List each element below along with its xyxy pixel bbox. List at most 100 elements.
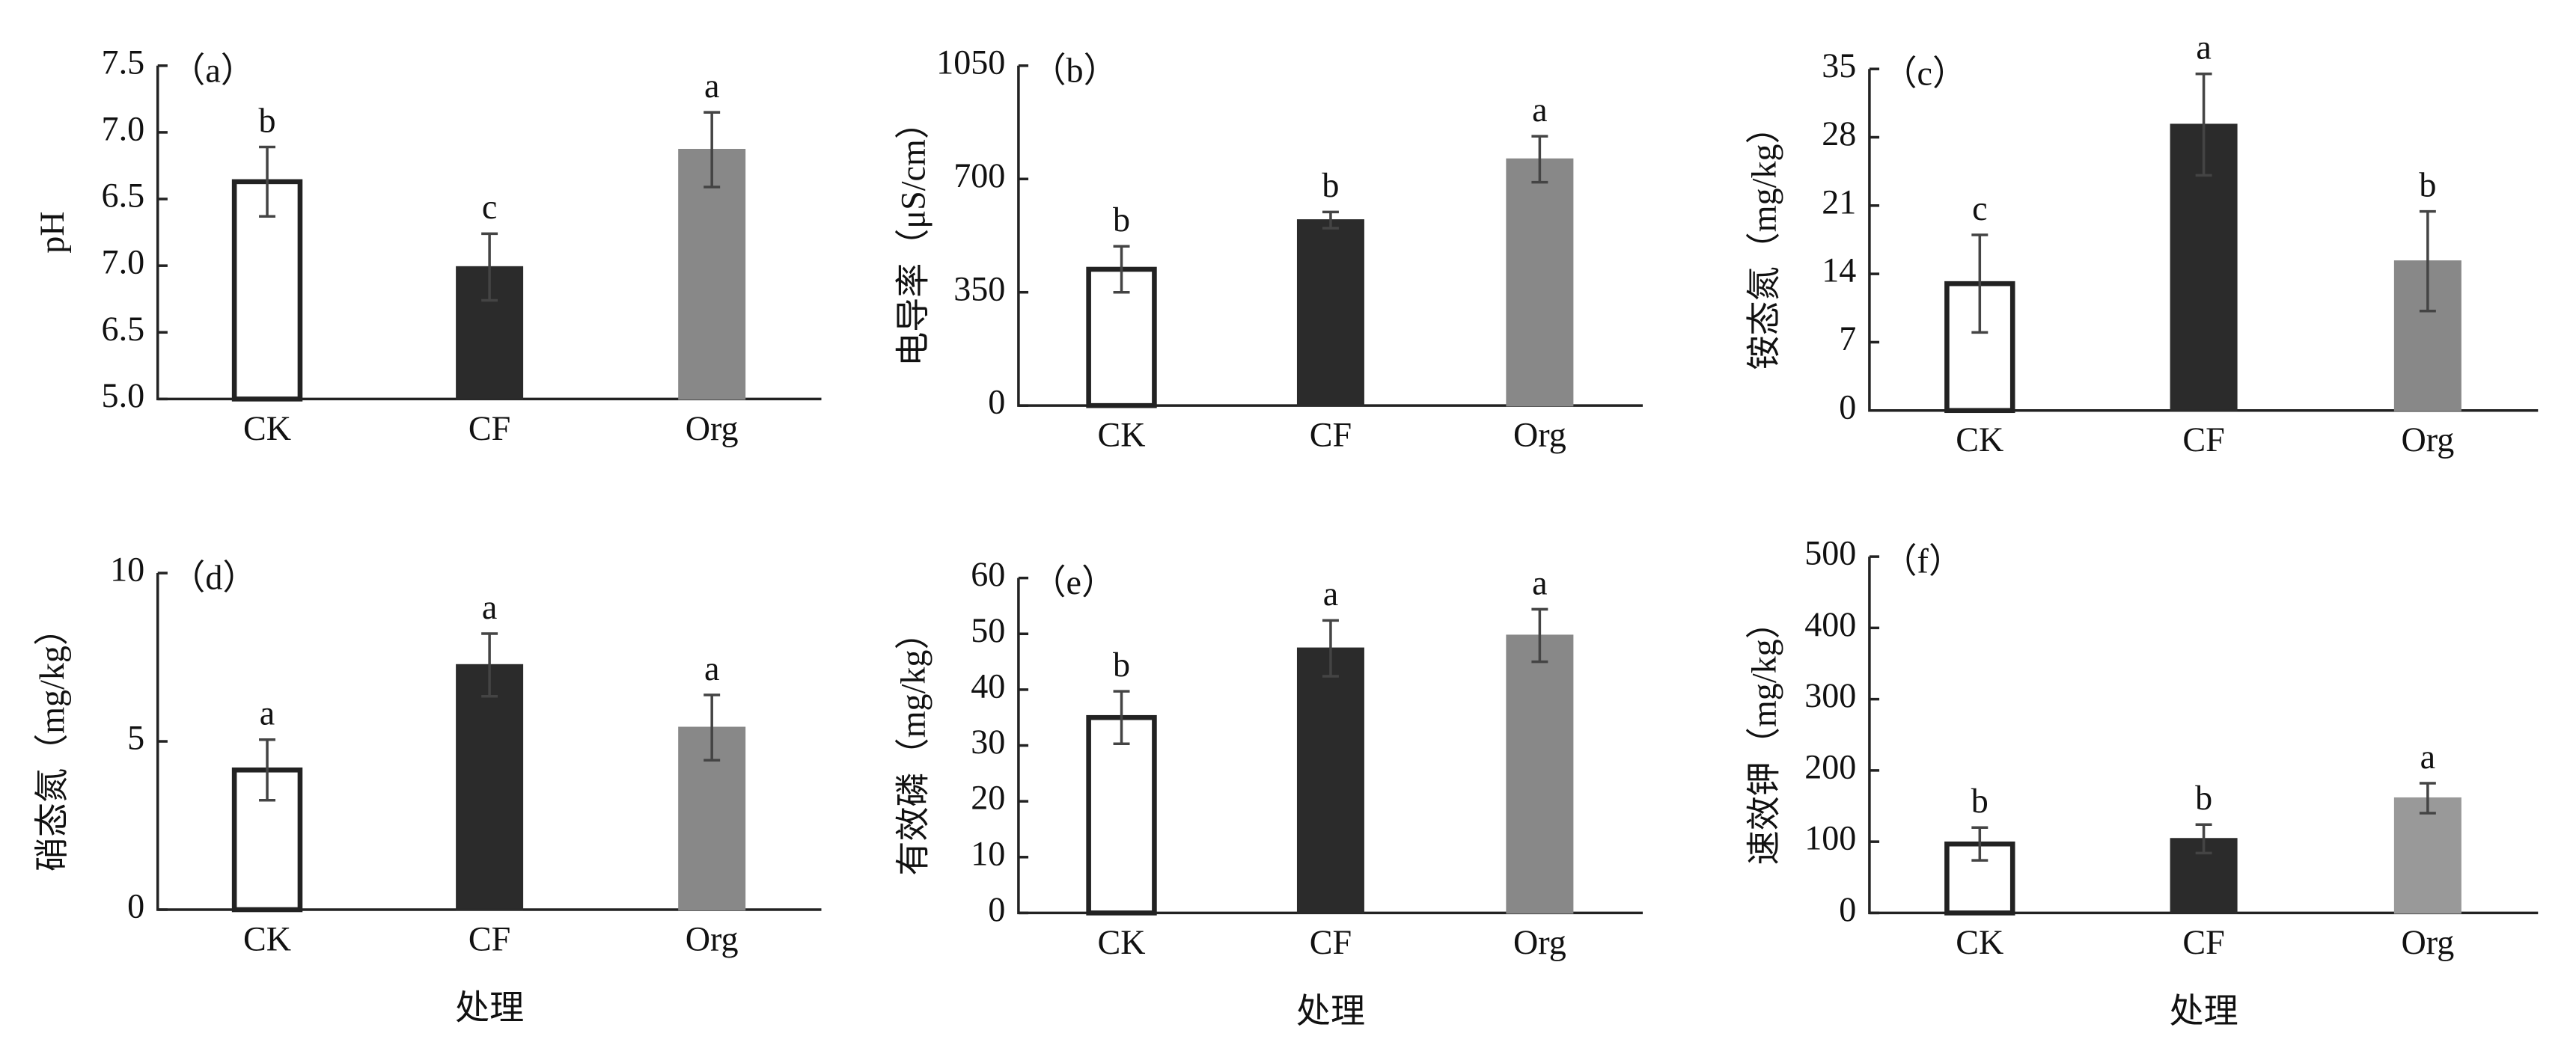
significance-letter: b [2195,779,2212,817]
error-bar [703,693,721,762]
y-tick-label: 100 [1804,819,1856,857]
panel: 0 10 20 30 40 50 60 有效磷（mg/kg） （e） b CK a CF a Org 处理 [894,555,1643,1030]
error-bar [481,632,498,698]
significance-letter: a [704,67,719,105]
y-axis-label: 铵态氮（mg/kg） [1745,109,1783,370]
bar [1296,219,1364,407]
y-tick-label: 6.5 [102,310,145,348]
x-tick-label: CF [468,920,510,958]
y-tick-label: 7.0 [102,109,145,147]
x-tick-label: CF [1310,416,1352,454]
error-bar [2419,209,2436,313]
x-tick-label: CK [243,920,291,958]
x-tick-label: Org [2401,923,2454,961]
y-tick-label: 300 [1804,676,1856,714]
y-tick-label: 0 [1839,387,1856,426]
error-bar [1531,135,1548,184]
y-tick-label: 14 [1822,251,1856,290]
error-bar [2195,823,2212,855]
y-tick-label: 60 [971,555,1005,593]
error-bar [481,232,498,302]
y-tick-label: 350 [953,269,1005,307]
y-tick-label: 5 [127,719,144,757]
significance-letter: b [1113,200,1130,239]
panel-label: （b） [1031,51,1117,89]
error-bar [1971,233,1989,334]
error-bar [259,145,276,218]
x-tick-label: CK [1098,416,1146,454]
y-tick-label: 200 [1804,747,1856,785]
significance-letter: a [704,649,719,687]
bar [1506,158,1574,407]
x-tick-label: CK [243,409,291,447]
panel: 0 5 10 硝态氮（mg/kg） （d） a CK a CF a Org 处理 [33,551,822,1027]
x-axis-label: 处理 [1296,992,1365,1030]
panel-label: （e） [1031,563,1116,601]
significance-letter: a [1532,563,1547,601]
error-bar [1322,619,1339,678]
panel: 5.0 6.5 7.0 6.5 7.0 7.5 pH （a）b CK c CF a Org [33,43,822,447]
error-bar [2195,72,2212,177]
y-tick-label: 21 [1822,183,1856,221]
significance-letter: b [259,101,276,139]
significance-letter: b [1322,166,1339,204]
x-tick-label: CF [1310,923,1352,961]
error-bar [1971,826,1989,862]
y-tick-label: 7.5 [102,43,145,81]
y-tick-label: 5.0 [102,376,145,414]
bar [1506,634,1574,914]
significance-letter: a [2420,738,2435,776]
y-tick-label: 20 [971,779,1005,817]
panel: 0 7 14 21 28 35 铵态氮（mg/kg） （c） c CK a CF b Org [1745,28,2539,459]
panel: 0 100 200 300 400 500 速效钾（mg/kg） （f） b CK b CF a Org 处… [1745,534,2539,1030]
significance-letter: b [1113,646,1130,684]
y-tick-label: 10 [110,551,144,589]
y-tick-label: 700 [953,156,1005,194]
y-tick-label: 40 [971,667,1005,705]
y-tick-label: 6.5 [102,177,145,215]
x-tick-label: Org [686,920,739,958]
y-axis-label: 硝态氮（mg/kg） [33,611,71,871]
y-tick-label: 30 [971,723,1005,761]
y-tick-label: 7.0 [102,243,145,281]
panel-label: （d） [171,559,257,597]
y-axis-label: 速效钾（mg/kg） [1745,604,1783,865]
error-bar [703,111,721,189]
y-axis-label: 有效磷（mg/kg） [894,615,932,875]
y-tick-label: 0 [988,383,1005,421]
significance-letter: a [1532,91,1547,129]
x-tick-label: CF [2182,420,2224,459]
significance-letter: c [482,188,497,226]
figure-group: 5.06.57.06.57.07.5pH（a）bCKcCFaOrg0350700… [33,28,2539,1030]
error-bar [2419,782,2436,815]
y-tick-label: 35 [1822,46,1856,85]
y-tick-label: 500 [1804,534,1856,572]
x-axis-label: 处理 [455,989,524,1027]
y-axis-label: pH [33,211,71,253]
x-tick-label: Org [1513,416,1566,454]
significance-letter: b [1971,782,1989,820]
y-tick-label: 1050 [936,43,1005,81]
y-tick-label: 10 [971,834,1005,872]
x-tick-label: Org [2401,420,2454,459]
x-tick-label: CK [1098,923,1146,961]
x-tick-label: Org [1513,923,1566,961]
significance-letter: b [2419,165,2436,203]
x-tick-label: CF [2182,923,2224,961]
y-axis-label: 电导率（μS/cm） [894,105,932,367]
error-bar [1113,245,1130,294]
bar [231,179,303,402]
significance-letter: a [1323,575,1338,613]
bar [2393,797,2461,914]
bar [1086,714,1157,916]
significance-letter: a [260,694,275,732]
y-tick-label: 50 [971,611,1005,649]
y-tick-label: 0 [1839,890,1856,928]
x-tick-label: Org [686,409,739,447]
error-bar [1113,690,1130,746]
bar [456,664,524,911]
y-tick-label: 28 [1822,114,1856,153]
panel-label: （c） [1882,55,1967,93]
